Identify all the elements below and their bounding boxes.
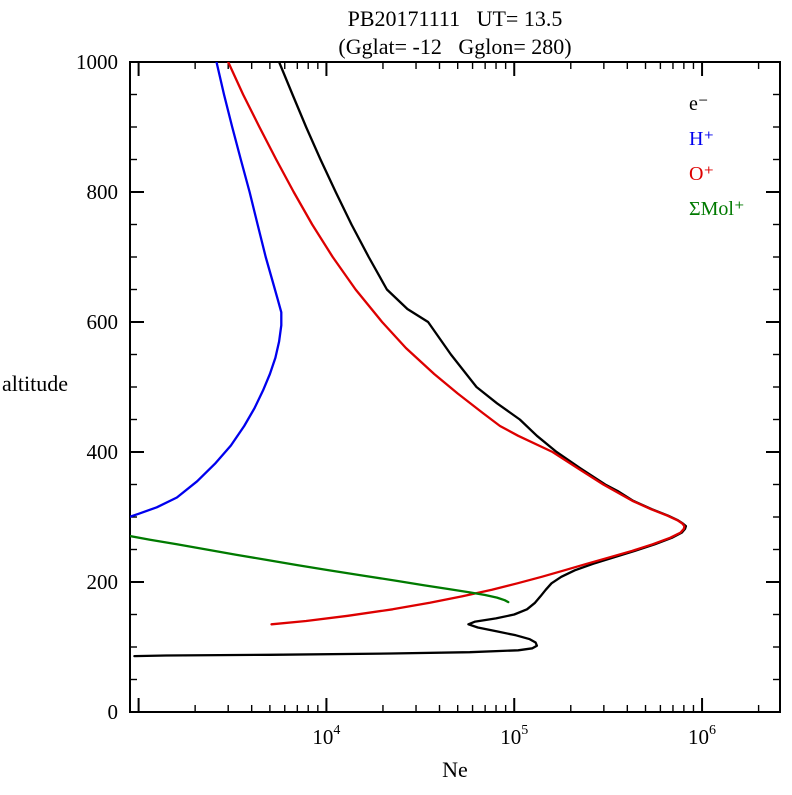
legend-entry-hydrogen-ion: H⁺ bbox=[689, 128, 714, 150]
y-tick-label: 200 bbox=[87, 570, 119, 594]
y-tick-label: 0 bbox=[108, 700, 119, 724]
y-tick-label: 600 bbox=[87, 310, 119, 334]
x-axis-label: Ne bbox=[442, 757, 468, 782]
plot-title: PB20171111 UT= 13.5 bbox=[347, 6, 563, 31]
series-e-curve bbox=[133, 62, 688, 658]
y-tick-label: 800 bbox=[87, 180, 119, 204]
y-tick-label: 1000 bbox=[76, 50, 118, 74]
y-tick-label: 400 bbox=[87, 440, 119, 464]
legend-entry-electron: e⁻ bbox=[689, 93, 709, 115]
x-tick-label: 105 bbox=[500, 723, 528, 749]
legend-entry-oxygen-ion: O⁺ bbox=[689, 163, 714, 185]
legend: e⁻ H⁺ O⁺ ΣMol⁺ bbox=[689, 93, 745, 220]
x-tick-label: 106 bbox=[688, 723, 716, 749]
x-tick-label: 104 bbox=[312, 723, 340, 749]
series-o-curve bbox=[227, 62, 686, 626]
plot-frame bbox=[129, 61, 781, 713]
series-mol-curve bbox=[130, 534, 510, 604]
plot-subtitle: (Gglat= -12 Gglon= 280) bbox=[338, 34, 572, 59]
series-h-curve bbox=[130, 62, 283, 518]
legend-entry-molecular-ions: ΣMol⁺ bbox=[689, 198, 745, 220]
y-axis-label: altitude bbox=[2, 371, 68, 396]
